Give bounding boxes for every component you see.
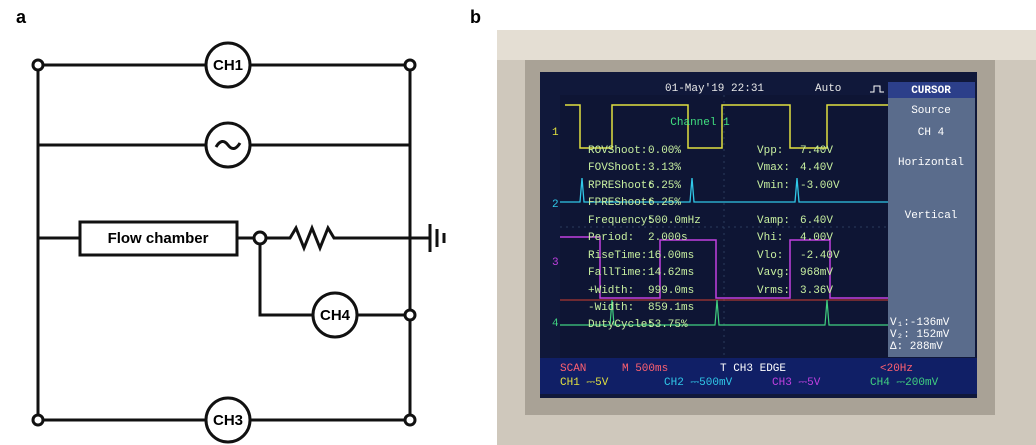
menu-title: CURSOR xyxy=(911,85,951,97)
measurement-label: Vpp: xyxy=(757,145,783,157)
menu-value: CH 4 xyxy=(918,127,945,139)
measurement-value: 6.40V xyxy=(800,215,833,227)
measurement-value: 53.75% xyxy=(648,319,688,331)
cursor-readout: V₁:-136mV xyxy=(890,317,950,329)
measurement-label: FallTime: xyxy=(588,267,647,279)
channel-marker: 2 xyxy=(552,199,559,211)
measurement-label: Vmax: xyxy=(757,162,790,174)
channel-scale: CH4 ⎓200mV xyxy=(870,377,939,389)
measurement-label: Frequency: xyxy=(588,215,654,227)
measurement-label: FPREShoot: xyxy=(588,197,654,209)
channel-scale: CH3 ⎓5V xyxy=(772,377,821,389)
channel-marker: 3 xyxy=(552,257,559,269)
measurement-label: Vlo: xyxy=(757,250,783,262)
measurement-label: Vavg: xyxy=(757,267,790,279)
measurement-label: ROVShoot: xyxy=(588,145,647,157)
trigger-mode: Auto xyxy=(815,83,841,95)
channel-scale: CH1 ⎓5V xyxy=(560,377,609,389)
measurement-value: 0.00% xyxy=(648,145,681,157)
panel-label: a xyxy=(16,7,27,27)
status: SCAN xyxy=(560,363,586,375)
measurement-label: FOVShoot: xyxy=(588,162,647,174)
panel-label: b xyxy=(470,7,481,27)
measurement-label: Vrms: xyxy=(757,285,790,297)
menu-item: Horizontal xyxy=(898,157,964,169)
measurement-label: Vmin: xyxy=(757,180,790,192)
measurement-value: 2.000s xyxy=(648,232,688,244)
screen-text: 01-May'19 22:31 Auto CURSOR Source CH 4 … xyxy=(560,83,964,375)
measurement-label: -Width: xyxy=(588,302,634,314)
measurement-label: RiseTime: xyxy=(588,250,647,262)
measurement-value: 3.13% xyxy=(648,162,681,174)
channel-scale: CH2 ⎓500mV xyxy=(664,377,733,389)
status: T CH3 EDGE xyxy=(720,363,786,375)
status: <20Hz xyxy=(880,363,913,375)
oscilloscope-photo xyxy=(497,30,1036,445)
measurement-value: 6.25% xyxy=(648,180,681,192)
channel-label: CH3 xyxy=(213,412,243,429)
cursor-readout: Δ: 288mV xyxy=(890,341,943,353)
measurement-value: 968mV xyxy=(800,267,833,279)
channel-label: CH1 xyxy=(213,57,243,74)
measurement-value: 4.00V xyxy=(800,232,833,244)
measurement-label: RPREShoot: xyxy=(588,180,654,192)
measurement-label: +Width: xyxy=(588,285,634,297)
menu-item: Source xyxy=(911,105,951,117)
menu-item: Vertical xyxy=(905,210,958,222)
channel-marker: 1 xyxy=(552,127,559,139)
measurement-value: 4.40V xyxy=(800,162,833,174)
measurement-value: 3.36V xyxy=(800,285,833,297)
measurement-value: 14.62ms xyxy=(648,267,694,279)
measurement-value: 999.0ms xyxy=(648,285,694,297)
channel-marker: 4 xyxy=(552,318,559,330)
measurement-label: DutyCycle: xyxy=(588,319,654,331)
measurement-value: -3.00V xyxy=(800,180,840,192)
measurement-label: Vamp: xyxy=(757,215,790,227)
measurement-label: Vhi: xyxy=(757,232,783,244)
measurement-value: 859.1ms xyxy=(648,302,694,314)
measurement-value: 7.40V xyxy=(800,145,833,157)
measurement-value: 6.25% xyxy=(648,197,681,209)
circuit xyxy=(31,41,446,444)
measurement-value: 16.00ms xyxy=(648,250,694,262)
cursor-readout: V₂: 152mV xyxy=(890,329,950,341)
measurement-value: 500.0mHz xyxy=(648,215,701,227)
measurement-label: Period: xyxy=(588,232,634,244)
component-label: Flow chamber xyxy=(108,230,209,247)
datetime: 01-May'19 22:31 xyxy=(665,83,764,95)
channel-label: CH4 xyxy=(320,307,351,324)
channel-title: Channel 1 xyxy=(670,117,730,129)
measurement-value: -2.40V xyxy=(800,250,840,262)
status: M 500ms xyxy=(622,363,668,375)
